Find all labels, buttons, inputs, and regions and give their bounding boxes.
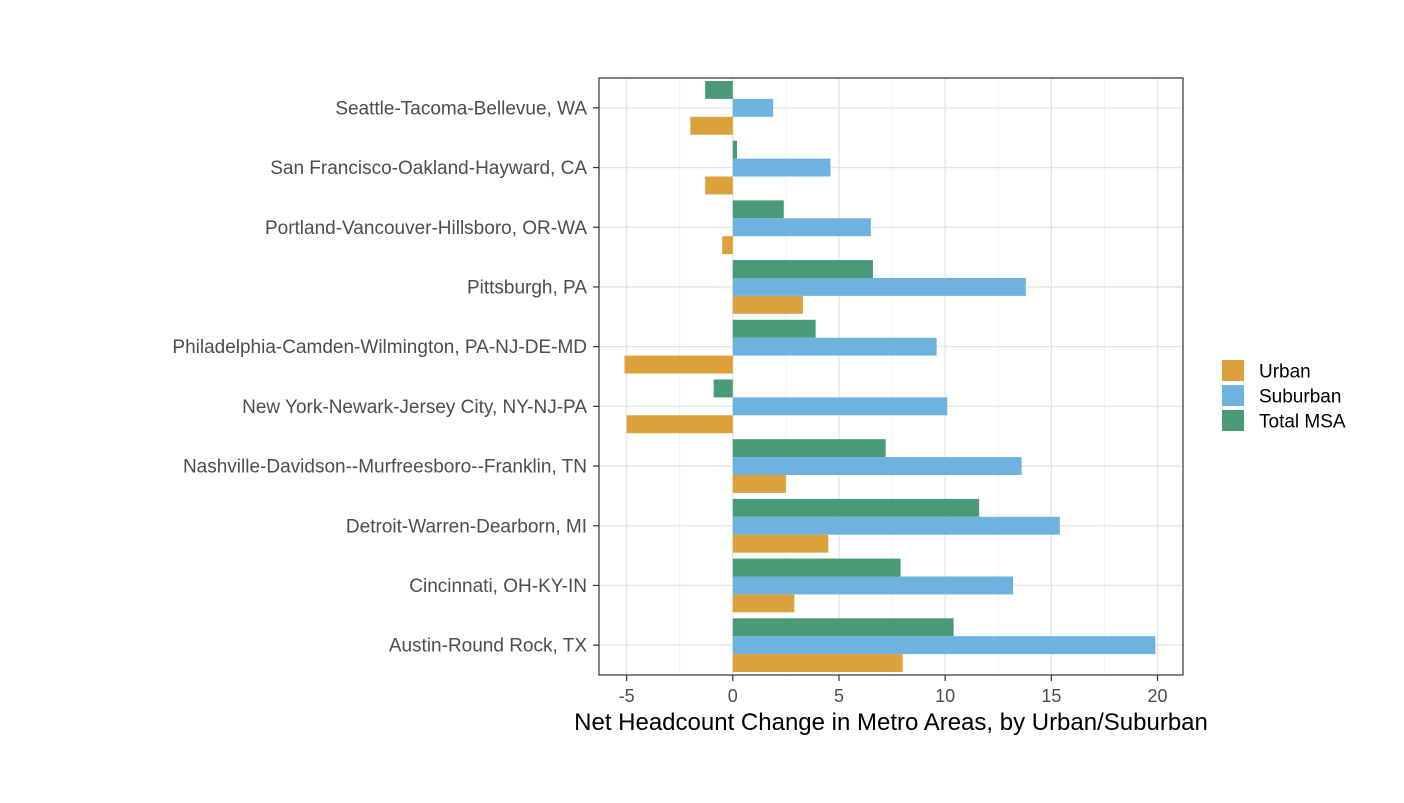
x-tick-label: 5 (834, 686, 844, 706)
bar-suburban (732, 457, 1022, 476)
y-tick-label: Seattle-Tacoma-Bellevue, WA (335, 98, 587, 119)
y-tick-label: Portland-Vancouver-Hillsboro, OR-WA (265, 218, 587, 239)
legend: Urban Suburban Total MSA (1222, 360, 1346, 433)
x-tick-label: -5 (619, 686, 635, 706)
bar-urban (626, 415, 733, 434)
bar-total-msa (732, 319, 816, 338)
y-tick-label: Nashville-Davidson--Murfreesboro--Frankl… (183, 457, 587, 478)
bar-suburban (732, 277, 1026, 296)
bar-suburban (732, 98, 774, 117)
bar-urban (624, 355, 733, 374)
legend-label-urban: Urban (1259, 362, 1311, 383)
bar-suburban (732, 218, 871, 237)
y-tick-label: Philadelphia-Camden-Wilmington, PA-NJ-DE… (172, 337, 587, 358)
x-axis-title: Net Headcount Change in Metro Areas, by … (574, 709, 1208, 736)
y-tick-label: Detroit-Warren-Dearborn, MI (346, 516, 587, 537)
y-axis: Seattle-Tacoma-Bellevue, WA San Francisco… (172, 98, 599, 657)
plot-panel-border (598, 77, 1184, 676)
bar-total-msa (705, 80, 733, 99)
bar-urban (732, 295, 803, 314)
bar-urban (732, 475, 786, 493)
bar-suburban (732, 397, 948, 416)
bars (624, 80, 1156, 673)
legend-swatch-total-msa (1222, 410, 1244, 431)
bar-urban (690, 116, 733, 135)
y-tick-label: Austin-Round Rock, TX (389, 636, 588, 657)
x-tick-label: 15 (1041, 686, 1061, 706)
bar-total-msa (732, 200, 784, 219)
bar-urban (722, 236, 733, 255)
x-tick-label: 0 (728, 686, 738, 706)
bar-suburban (732, 516, 1060, 535)
y-tick-label: San Francisco-Oakland-Hayward, CA (270, 158, 587, 179)
bar-total-msa (713, 379, 733, 398)
legend-label-total-msa: Total MSA (1259, 412, 1346, 433)
bar-total-msa (732, 140, 738, 159)
bar-urban (732, 654, 903, 673)
bar-suburban (732, 337, 937, 356)
bar-suburban (732, 576, 1014, 595)
bar-total-msa (732, 439, 886, 458)
legend-swatch-urban (1222, 360, 1244, 381)
bar-urban (705, 176, 733, 195)
bar-total-msa (732, 260, 873, 278)
bar-total-msa (732, 618, 954, 637)
x-axis: -5 0 5 10 15 20 (619, 675, 1168, 706)
x-tick-label: 20 (1148, 686, 1168, 706)
x-tick-label: 10 (935, 686, 955, 706)
bar-total-msa (732, 498, 980, 517)
legend-label-suburban: Suburban (1259, 387, 1341, 408)
bar-suburban (732, 636, 1156, 655)
bar-urban (732, 534, 829, 553)
legend-swatch-suburban (1222, 385, 1244, 406)
y-tick-label: Pittsburgh, PA (467, 277, 587, 298)
bar-urban (732, 594, 795, 613)
y-tick-label: Cincinnati, OH-KY-IN (409, 576, 587, 597)
bar-suburban (732, 158, 831, 177)
bar-total-msa (732, 558, 901, 577)
y-tick-label: New York-Newark-Jersey City, NY-NJ-PA (242, 397, 587, 418)
